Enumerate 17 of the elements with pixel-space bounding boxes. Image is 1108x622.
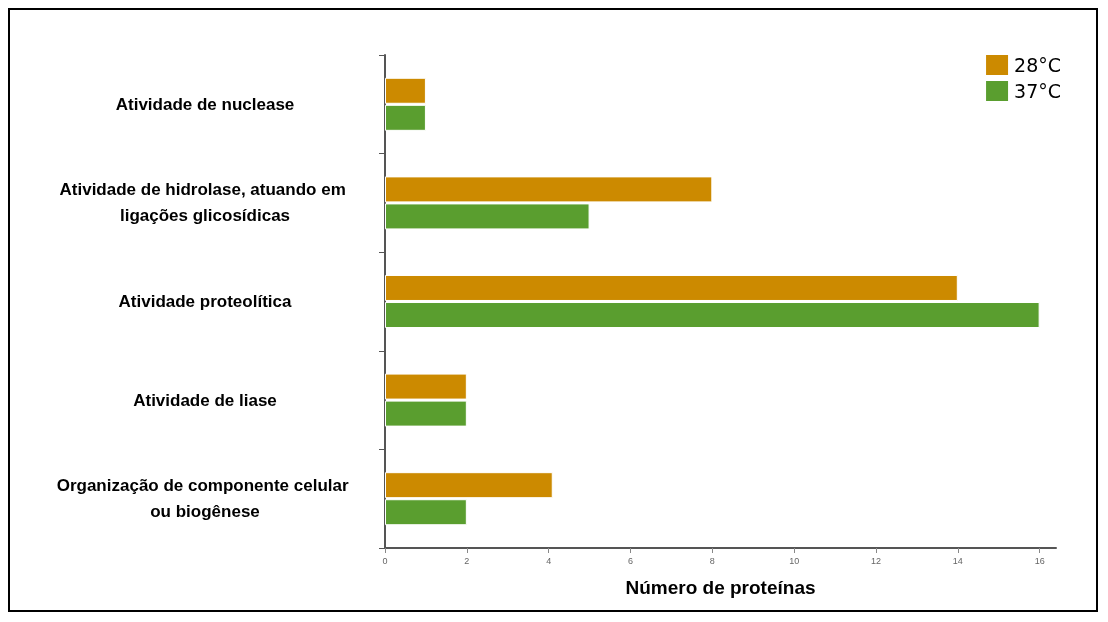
x-tick-label: 14 [952,555,963,566]
x-tick-label: 12 [870,555,881,566]
x-tick-label: 6 [627,555,633,566]
y-tick-label: Atividade de hidrolase, atuando em ligações glicosídicas [59,180,351,226]
legend-label: 28°C [1014,54,1062,76]
x-axis-title: Número de proteínas [625,577,816,598]
x-tick-label: 16 [1034,555,1045,566]
y-tick-label: Atividade de liase [133,390,277,410]
y-tick-label: Organização de componente celular ou biogênese [56,476,354,522]
y-tick-label: Atividade proteolítica [118,292,292,311]
y-tick-label: Atividade de nuclease [115,94,295,114]
x-tick-label: 10 [789,555,800,566]
x-tick-label: 8 [709,555,715,566]
x-tick-label: 0 [382,555,388,566]
x-tick-label: 2 [464,555,470,566]
x-tick-label: 4 [546,555,552,566]
legend-label: 37°C [1014,80,1062,102]
